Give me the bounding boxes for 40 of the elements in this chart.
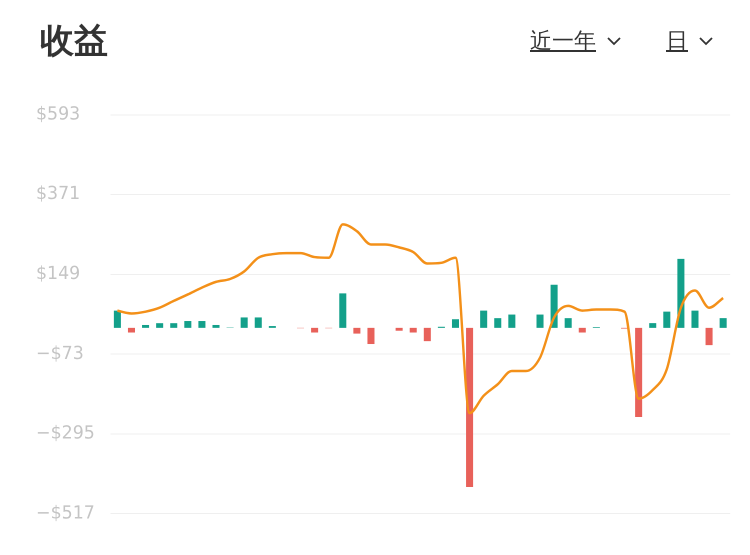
text: 近一年 (530, 28, 596, 56)
y-tick-label: −$517 (36, 503, 95, 524)
bar (424, 328, 431, 342)
bar (339, 293, 346, 328)
chart-title: 收益 (40, 20, 108, 63)
bar (564, 318, 572, 328)
bar (466, 328, 474, 488)
y-tick-label: −$73 (36, 344, 84, 364)
bar (311, 328, 318, 333)
y-tick-label: $149 (36, 264, 80, 284)
bar (254, 317, 262, 328)
bar (508, 314, 516, 328)
bar (353, 328, 360, 334)
bar (128, 328, 135, 333)
bar (720, 318, 727, 328)
bar (114, 310, 121, 328)
bar (212, 324, 220, 328)
bar (635, 328, 642, 417)
y-tick-label: $371 (36, 184, 80, 204)
bar (578, 328, 586, 333)
y-tick-label: $593 (36, 104, 80, 125)
bar (452, 319, 460, 328)
bar (156, 323, 164, 328)
bar (198, 321, 206, 328)
bar (240, 317, 248, 328)
bar (410, 328, 417, 333)
bar (480, 310, 488, 328)
line-series (116, 223, 724, 414)
bar (536, 314, 544, 328)
y-tick-label: −$295 (36, 423, 95, 444)
bar (663, 312, 670, 328)
bar (649, 323, 656, 328)
bar (691, 310, 698, 328)
bar (184, 321, 192, 328)
bar (494, 318, 502, 328)
text: 日 (666, 28, 688, 56)
bar (367, 328, 374, 344)
bar (142, 324, 150, 328)
bar (170, 323, 178, 328)
bar (706, 328, 713, 346)
